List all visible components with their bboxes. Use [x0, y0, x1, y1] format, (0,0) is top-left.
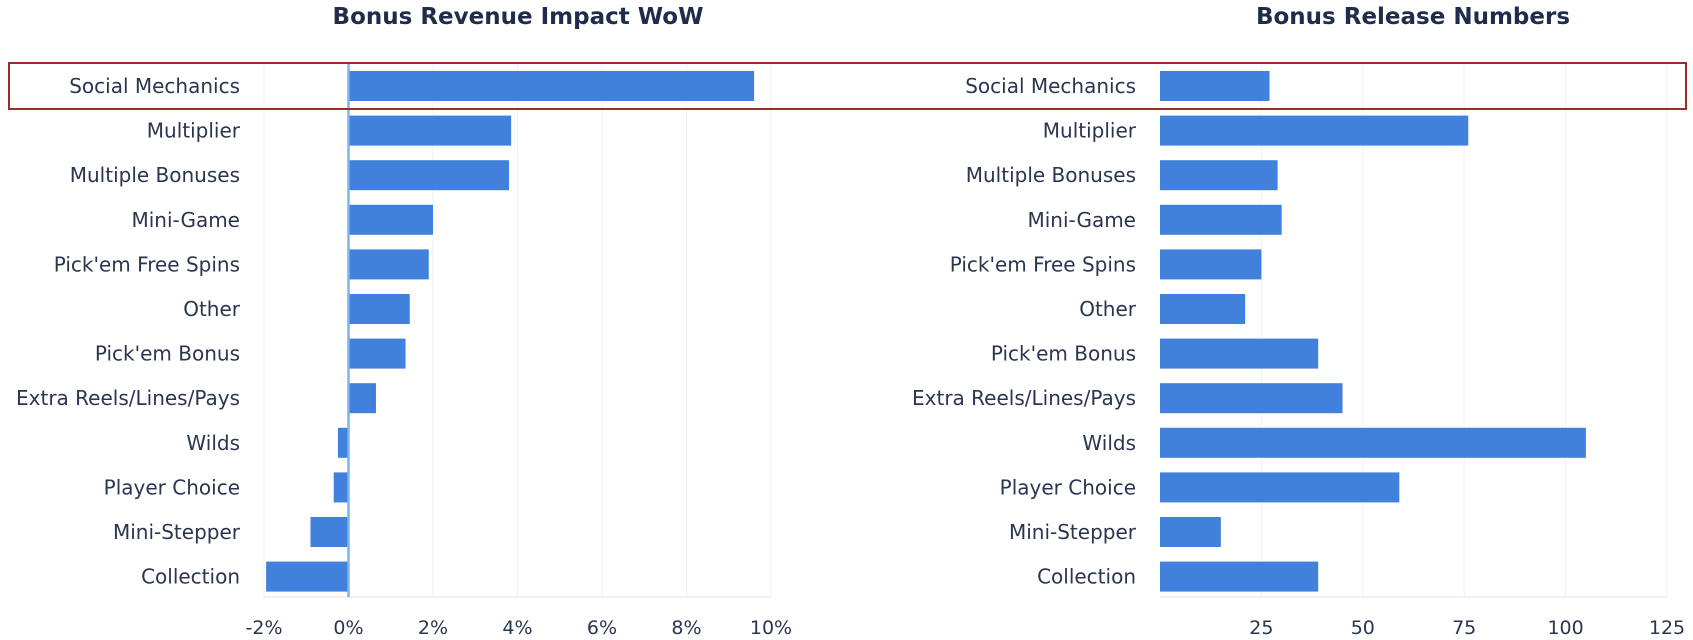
x-tick-label: 0%	[333, 617, 363, 639]
bar	[310, 517, 349, 547]
bar	[348, 249, 429, 280]
revenue-impact-chart: Social Mechanics Multiplier Multiple Bonus…	[16, 60, 792, 639]
bar	[333, 472, 349, 503]
category-label: Player Choice	[104, 475, 240, 499]
x-tick-label: 6%	[587, 617, 617, 639]
bar	[1160, 338, 1319, 369]
category-label: Multiple Bonuses	[966, 163, 1136, 187]
category-label: Pick'em Bonus	[95, 342, 240, 366]
category-label: Player Choice	[1000, 475, 1136, 499]
bar	[1160, 204, 1282, 235]
x-tick-label: 8%	[671, 617, 701, 639]
x-tick-label: 25	[1249, 617, 1273, 639]
bar	[348, 71, 755, 101]
chart-1-title: Bonus Revenue Impact WoW	[333, 4, 704, 30]
category-label: Other	[183, 297, 241, 321]
bar	[348, 383, 376, 414]
category-label: Wilds	[1082, 431, 1136, 455]
bar	[348, 160, 510, 191]
bar	[1160, 383, 1343, 414]
x-tick-label: 75	[1452, 617, 1476, 639]
bar	[1160, 71, 1270, 101]
bar	[1160, 427, 1586, 458]
category-label: Wilds	[186, 431, 240, 455]
category-label: Extra Reels/Lines/Pays	[912, 386, 1136, 410]
bar	[1160, 160, 1278, 191]
category-label: Pick'em Free Spins	[54, 252, 240, 276]
category-label: Pick'em Free Spins	[950, 252, 1136, 276]
category-label: Pick'em Bonus	[991, 342, 1136, 366]
category-label: Collection	[141, 565, 240, 589]
category-label: Social Mechanics	[69, 74, 240, 98]
bar	[348, 115, 512, 146]
bar	[1160, 561, 1319, 592]
category-label: Multiple Bonuses	[70, 163, 240, 187]
x-tick-label: 125	[1649, 617, 1685, 639]
bar	[266, 561, 349, 592]
x-tick-label: 50	[1351, 617, 1375, 639]
bar	[1160, 472, 1400, 503]
category-label: Extra Reels/Lines/Pays	[16, 386, 240, 410]
x-tick-label: 2%	[418, 617, 448, 639]
category-label: Social Mechanics	[965, 74, 1136, 98]
bar	[1160, 294, 1246, 324]
category-label: Mini-Game	[131, 208, 240, 232]
bar	[1160, 249, 1262, 280]
category-label: Collection	[1037, 565, 1136, 589]
category-label: Other	[1079, 297, 1137, 321]
x-tick-label: 10%	[750, 617, 792, 639]
bar	[337, 427, 349, 458]
x-tick-label: -2%	[246, 617, 283, 639]
x-tick-label: 100	[1547, 617, 1583, 639]
highlight-box	[8, 62, 1687, 110]
x-tick-label: 4%	[502, 617, 532, 639]
bar	[1160, 517, 1221, 547]
bar	[348, 294, 410, 324]
release-numbers-chart: Social Mechanics Multiplier Multiple Bonus…	[912, 60, 1685, 639]
bar	[348, 204, 433, 235]
chart-2-title: Bonus Release Numbers	[1256, 4, 1570, 30]
category-label: Mini-Stepper	[1009, 520, 1137, 544]
category-label: Multiplier	[1043, 119, 1137, 143]
bar	[348, 338, 406, 369]
category-label: Mini-Game	[1027, 208, 1136, 232]
bar	[1160, 115, 1469, 146]
category-label: Mini-Stepper	[113, 520, 241, 544]
category-label: Multiplier	[147, 119, 241, 143]
